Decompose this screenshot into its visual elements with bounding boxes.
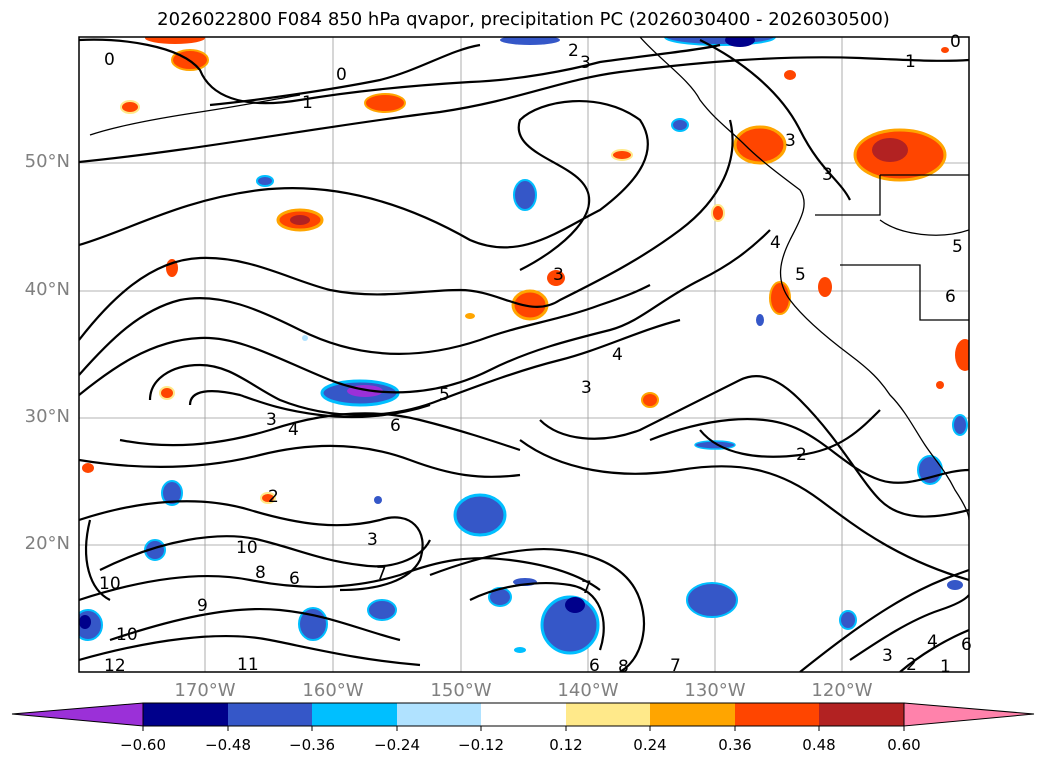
colorbar-swatch [312, 703, 397, 726]
colorbar-tick-label: −0.60 [120, 736, 166, 754]
contour-label: 6 [289, 569, 300, 589]
lon-label-160w: 160°W [302, 680, 364, 701]
contour-label: 8 [618, 657, 629, 677]
lat-label-40n: 40°N [24, 279, 70, 300]
colorbar-swatch [819, 703, 904, 726]
colorbar-tick-label: −0.24 [374, 736, 420, 754]
contour-label: 1 [905, 52, 916, 72]
contour-label: 1 [940, 657, 951, 677]
lon-label-130w: 130°W [684, 680, 746, 701]
contour-label: 6 [390, 416, 401, 436]
contour-label: 6 [961, 635, 972, 655]
contour-label: 5 [952, 237, 963, 257]
colorbar-swatch [228, 703, 312, 726]
contour-label: 4 [288, 420, 299, 440]
contour-label: 0 [104, 50, 115, 70]
colorbar-tick-label: −0.36 [289, 736, 335, 754]
contour-labels: 0 0 1 2 3 1 3 3 4 5 5 4 3 5 6 2 3 4 6 3 … [99, 32, 972, 677]
lon-label-170w: 170°W [174, 680, 236, 701]
colorbar-under-swatch [11, 702, 144, 727]
colorbar-swatch [481, 703, 566, 726]
coastlines [89, 37, 969, 521]
colorbar-tick-label: 0.48 [802, 736, 836, 754]
contour-label: 4 [927, 632, 938, 652]
contour-label: 10 [116, 625, 138, 645]
contour-label: 3 [580, 53, 591, 73]
contour-label: 0 [950, 32, 961, 52]
colorbar-swatch [735, 703, 819, 726]
colorbar-tick-label: −0.48 [205, 736, 251, 754]
colorbar-tick-label: 0.36 [718, 736, 752, 754]
contour-label: 2 [568, 41, 579, 61]
colorbar-tick-label: 0.60 [887, 736, 921, 754]
colorbar-tick-label: −0.12 [458, 736, 504, 754]
lon-label-140w: 140°W [557, 680, 619, 701]
contour-label: 6 [589, 656, 600, 676]
contour-label: 12 [104, 656, 126, 676]
contour-label: 3 [785, 131, 796, 151]
contour-label: 10 [236, 538, 258, 558]
map-frame [78, 36, 970, 673]
contour-label: 3 [581, 378, 592, 398]
lat-label-30n: 30°N [24, 406, 70, 427]
figure-title: 2026022800 F084 850 hPa qvapor, precipit… [157, 9, 890, 30]
contour-label: 3 [266, 410, 277, 430]
lon-label-120w: 120°W [811, 680, 873, 701]
contour-label: 9 [197, 596, 208, 616]
lat-label-20n: 20°N [24, 533, 70, 554]
contour-label: 4 [770, 233, 781, 253]
lon-label-150w: 150°W [430, 680, 492, 701]
precip-positive-patches [82, 37, 969, 504]
contour-label: 2 [906, 655, 917, 675]
contour-label: 3 [553, 265, 564, 285]
contour-label: 2 [268, 487, 279, 507]
contour-label: 8 [255, 563, 266, 583]
qvapor-contours [79, 38, 969, 672]
colorbar-over-swatch [903, 702, 1035, 727]
contour-label: 6 [945, 287, 956, 307]
contour-label: 1 [302, 93, 313, 113]
contour-label: 3 [822, 165, 833, 185]
contour-label: 0 [336, 65, 347, 85]
contour-label: 5 [439, 385, 450, 405]
colorbar [11, 702, 1035, 731]
lat-label-50n: 50°N [24, 151, 70, 172]
contour-label: 4 [612, 345, 623, 365]
colorbar-swatch [566, 703, 650, 726]
colorbar-tick-label: 0.24 [633, 736, 667, 754]
contour-label: 2 [796, 445, 807, 465]
contour-label: 7 [376, 564, 387, 584]
contour-label: 7 [581, 578, 592, 598]
contour-label: 11 [237, 655, 259, 675]
colorbar-swatch [143, 703, 228, 726]
contour-label: 5 [795, 265, 806, 285]
precip-negative-patches [79, 37, 968, 655]
contour-label: 7 [670, 656, 681, 676]
colorbar-swatch [650, 703, 735, 726]
contour-label: 10 [99, 574, 121, 594]
colorbar-tick-label: 0.12 [549, 736, 583, 754]
colorbar-swatch [397, 703, 481, 726]
contour-label: 3 [367, 530, 378, 550]
contour-label: 3 [882, 646, 893, 666]
